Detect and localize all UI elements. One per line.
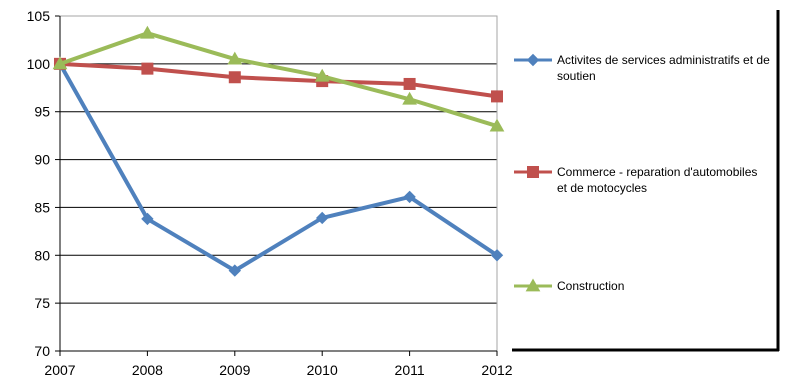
data-point: [489, 118, 505, 132]
y-tick-label: 80: [34, 247, 50, 263]
y-tick-label: 75: [34, 295, 50, 311]
data-point: [141, 212, 154, 226]
legend-item-2: Commerce - reparation d'automobiles et de…: [514, 165, 757, 195]
data-point: [403, 190, 416, 204]
legend-swatch-marker: [525, 278, 541, 292]
y-tick-label: 100: [27, 56, 51, 72]
data-point: [52, 56, 68, 70]
series-line: [58, 62, 499, 273]
legend-swatch-marker: [527, 166, 539, 178]
legend-item-1: Activites de services administratifs et …: [514, 53, 770, 83]
legend-label: soutien: [557, 69, 596, 83]
legend-swatch-marker: [526, 53, 540, 67]
legend-label: et de motocycles: [557, 181, 647, 195]
y-tick-label: 70: [34, 343, 50, 359]
axes: 70 75 80 85 90 95 100 105 2007 2008 2009 2010 2011 20…: [27, 8, 513, 378]
data-point: [314, 68, 330, 82]
x-tick-label: 2011: [395, 362, 425, 378]
data-point: [140, 25, 155, 39]
data-point: [490, 249, 504, 262]
data-point: [403, 77, 416, 90]
series-1: [53, 57, 504, 277]
data-point: [315, 211, 329, 225]
y-tick-label: 90: [34, 152, 50, 168]
series-2: [54, 57, 503, 103]
legend-label: Construction: [557, 279, 624, 293]
legend-label: Commerce - reparation d'automobiles: [557, 165, 757, 179]
series-layer: [52, 25, 505, 277]
x-tick-label: 2012: [481, 362, 512, 378]
x-tick-label: 2010: [307, 362, 338, 378]
series-line: [59, 61, 498, 99]
x-tick-label: 2009: [219, 362, 250, 378]
data-point: [491, 90, 503, 103]
data-point: [228, 71, 241, 84]
series-3: [52, 25, 505, 132]
y-tick-label: 85: [34, 199, 50, 215]
series-line: [59, 31, 498, 128]
y-tick-label: 105: [27, 8, 51, 24]
legend: Activites de services administratifs et …: [512, 10, 780, 352]
data-point: [227, 51, 243, 65]
legend-label: Activites de services administratifs et …: [557, 53, 770, 67]
data-point: [402, 91, 417, 105]
data-point: [228, 264, 242, 277]
x-tick-label: 2007: [44, 362, 75, 378]
y-tick-label: 95: [34, 104, 50, 120]
gridlines: [60, 15, 497, 304]
legend-item-3: Construction: [514, 278, 624, 293]
x-tick-label: 2008: [132, 362, 163, 378]
data-point: [141, 62, 154, 75]
